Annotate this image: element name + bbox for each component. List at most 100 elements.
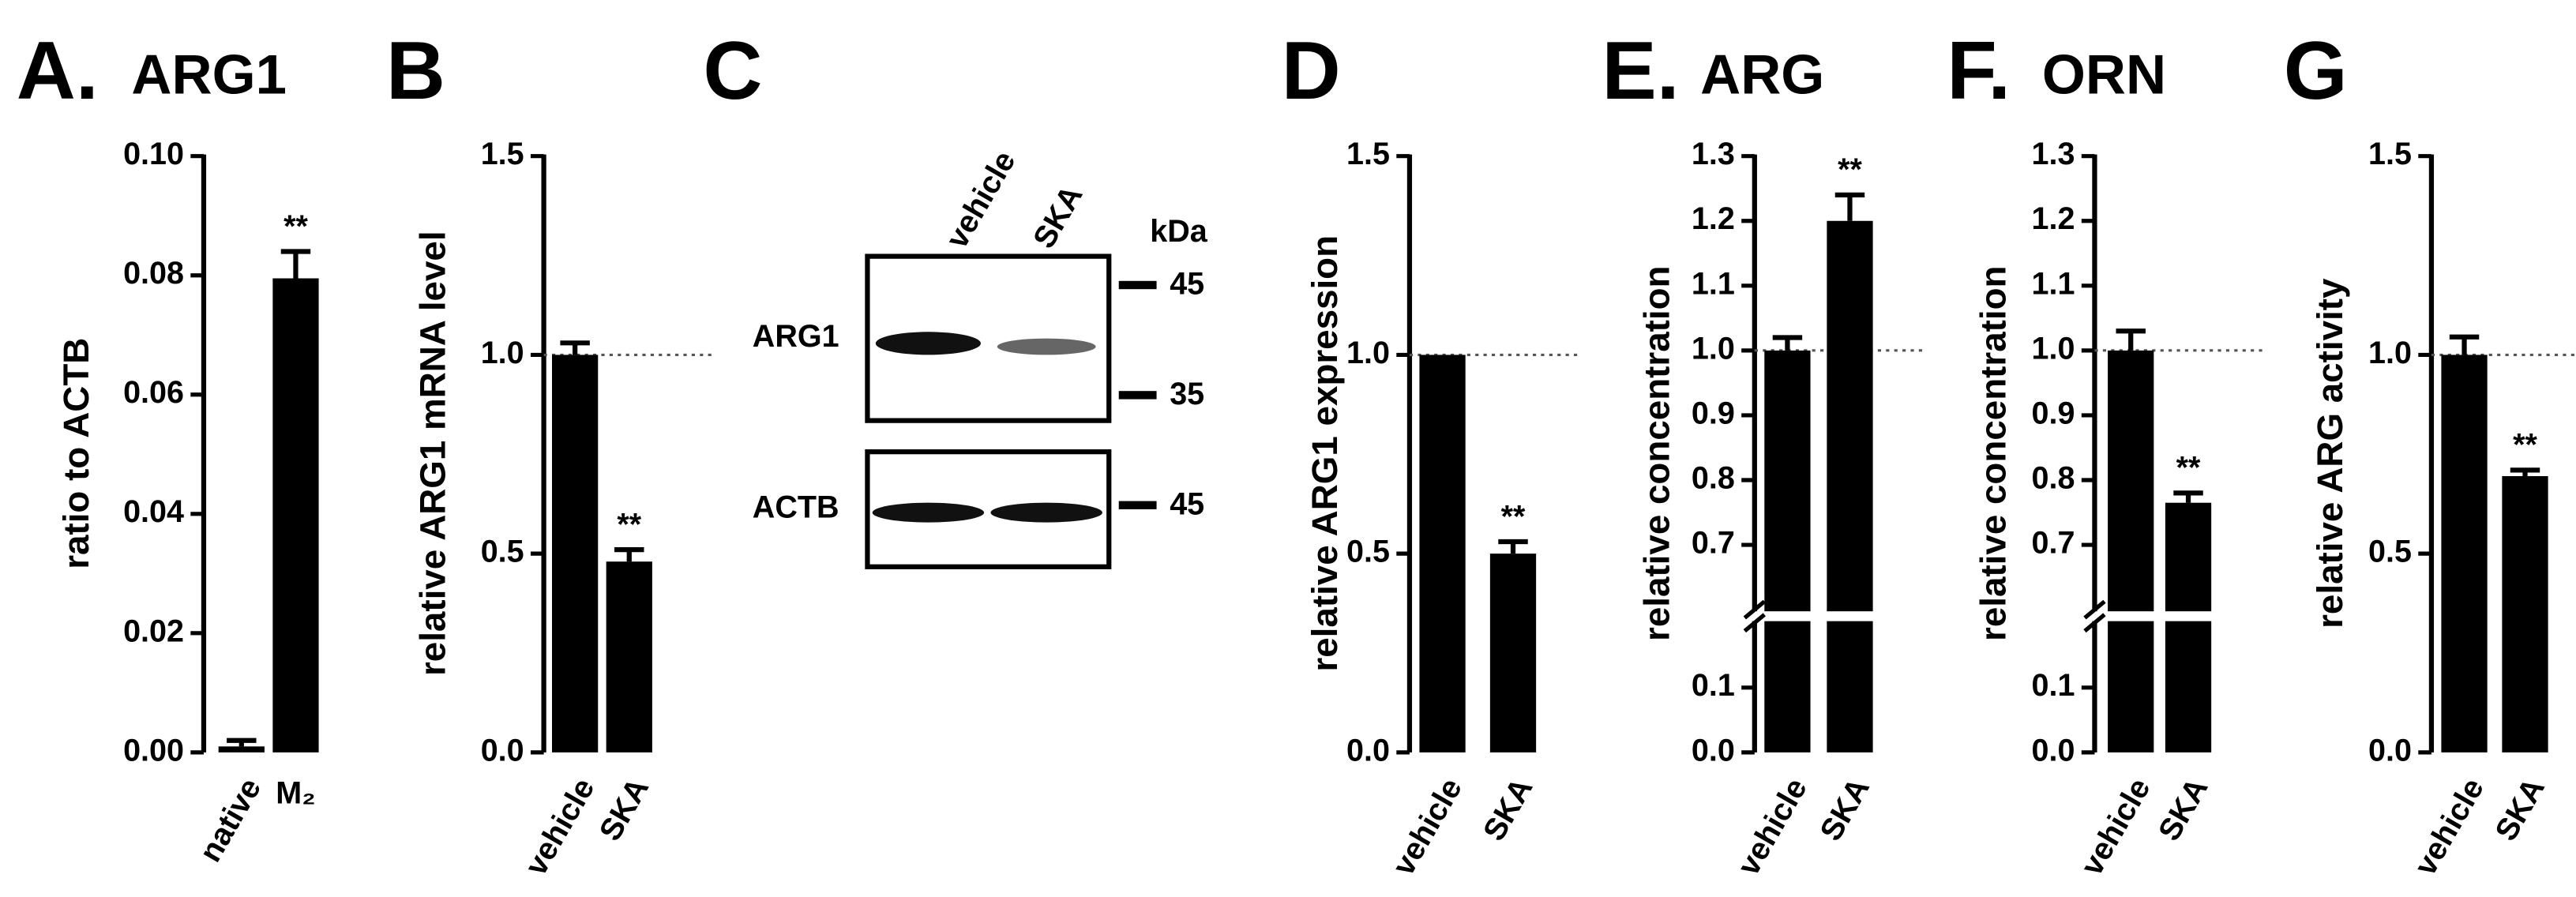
y-tick-label: 0.10 [123,137,184,171]
panel-title: ARG [1700,43,1824,106]
y-tick-label: 1.2 [1692,201,1735,236]
panel-letter: C [703,25,762,117]
error-bar [2449,334,2480,355]
axis-break-mark [2083,599,2106,633]
error-bar [2510,467,2540,476]
axis-break-mark [1743,599,1766,633]
row-label: ARG1 [753,319,839,354]
y-tick-label: 0.7 [1692,525,1735,560]
error-bar [560,340,590,355]
y-tick-label: 0.0 [2032,733,2075,768]
bar [1489,554,1537,753]
y-tick-label: 1.0 [1692,331,1735,366]
y-tick-label: 0.08 [123,256,184,291]
y-axis-label: relative concentration [1636,266,1677,641]
y-tick-label: 1.5 [481,137,524,171]
y-tick-label: 0.0 [481,733,524,768]
error-bar [2173,490,2203,503]
error-bar [1772,335,1803,351]
x-tick-label: M₂ [276,775,315,810]
y-tick-label: 0.0 [1346,733,1390,768]
y-tick-label: 0.0 [1692,733,1735,768]
y-tick-label: 0.1 [1692,668,1735,703]
panel-letter: F. [1947,25,2011,117]
bar [2502,475,2548,753]
marker [1118,280,1157,290]
error-bar [280,249,311,279]
panel-letter: D [1282,25,1341,117]
bar [218,746,265,753]
y-tick-label: 0.06 [123,375,184,410]
significance: ** [284,209,308,244]
significance: ** [1501,499,1526,534]
significance: ** [1838,152,1862,187]
error-bar [227,737,257,747]
band [875,332,981,355]
y-tick-label: 0.0 [2368,733,2412,768]
significance: ** [617,507,641,542]
y-tick-label: 1.0 [481,336,524,370]
bar [272,278,319,753]
error-bar [614,546,644,562]
band [990,502,1102,523]
y-tick-label: 0.00 [123,733,184,768]
y-tick-label: 1.5 [2368,137,2412,171]
y-tick-label: 0.5 [481,535,524,569]
y-tick-label: 1.1 [1692,266,1735,301]
y-tick-label: 1.0 [2032,331,2075,366]
y-tick-label: 1.0 [1346,336,1390,370]
band [872,502,985,523]
error-bar [1834,192,1865,221]
y-axis-label: ratio to ACTB [56,338,96,569]
unit-label: kDa [1150,214,1208,249]
panel-letter: G [2284,25,2348,117]
axis-break [2078,611,2221,621]
y-tick-label: 1.1 [2032,266,2075,301]
bar [2108,350,2154,753]
y-tick-label: 1.3 [1692,137,1735,171]
marker [1118,391,1157,400]
y-axis-label: relative concentration [1973,266,2014,641]
y-tick-label: 1.2 [2032,201,2075,236]
bar-chart: F. ORN relative concentration 0.0 0.1 0.7 0.8 0… [1947,25,2267,881]
row-label: ACTB [753,490,839,524]
y-tick-label: 0.5 [2368,535,2412,569]
significance: ** [2513,428,2537,463]
y-tick-label: 0.1 [2032,668,2075,703]
panel-title: ARG1 [131,43,286,106]
y-tick-label: 0.8 [2032,460,2075,495]
bar [552,355,599,753]
y-tick-label: 0.7 [2032,525,2075,560]
y-tick-label: 0.8 [1692,460,1735,495]
bar [1827,220,1873,753]
y-tick-label: 1.5 [1346,137,1390,171]
marker-label: 45 [1170,486,1204,521]
y-tick-label: 0.9 [2032,396,2075,430]
bar [2165,502,2212,753]
panel-letter: E. [1602,25,1679,117]
y-tick-label: 0.02 [123,614,184,648]
error-bar [1498,539,1528,554]
error-bar [2116,328,2146,351]
marker [1118,501,1157,509]
significance: ** [2176,451,2201,486]
blot-panel: C vehicle SKA kDa ARG1 ACTB 45 35 45 [703,25,1208,569]
axis-break [1738,611,1883,621]
y-tick-label: 0.9 [1692,396,1735,430]
marker-label: 45 [1170,266,1204,301]
bar-chart: A. ARG1 ratio to ACTB 0.00 0.02 0.04 0.06 0.08 0… [17,25,319,868]
bar [1764,350,1811,753]
bar [2441,355,2488,753]
y-axis-label: relative ARG activity [2310,278,2350,629]
marker-label: 35 [1170,377,1204,411]
bar-chart: E. ARG relative concentration 0.0 0.1 0.7 0.8 0… [1602,25,1928,881]
bar [1419,355,1466,753]
y-tick-label: 0.5 [1346,535,1390,569]
y-tick-label: 1.0 [2368,336,2412,370]
y-axis-label: relative ARG1 mRNA level [412,231,452,676]
panel-letter: A. [17,25,99,117]
y-tick-label: 1.3 [2032,137,2075,171]
band [997,338,1096,355]
